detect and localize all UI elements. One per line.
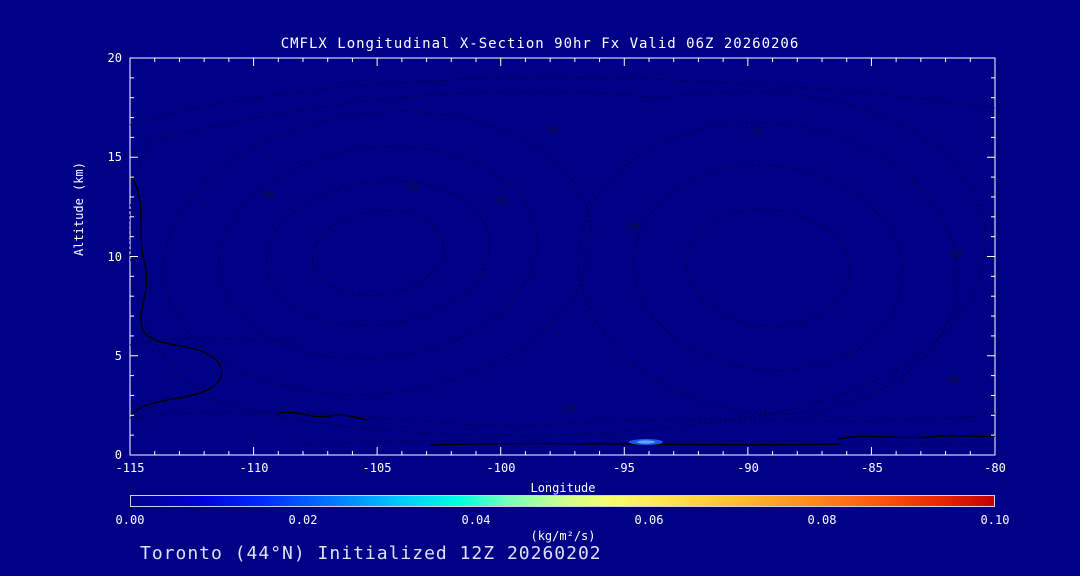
contour-label: 0	[148, 402, 155, 413]
contour-label: -10	[540, 125, 559, 136]
contour-label: -20	[489, 196, 508, 207]
dotted-contour-lines	[128, 77, 996, 446]
y-tick-label: 20	[107, 51, 122, 65]
contour-label: -30	[622, 222, 641, 233]
contour-label: -40	[400, 182, 419, 193]
contour-label: -20	[558, 404, 577, 415]
y-tick-label: 10	[107, 250, 122, 264]
solid-contour-lines	[130, 175, 996, 446]
y-tick-label: 5	[114, 349, 122, 363]
x-tick-label: -80	[984, 461, 1006, 475]
y-tick-label: 15	[107, 150, 122, 164]
x-tick-label: -105	[362, 461, 392, 475]
colorbar-tick-label: 0.10	[980, 513, 1010, 527]
x-tick-label: -85	[861, 461, 883, 475]
shaded-flux-maximum	[629, 439, 663, 445]
colorbar-tick-label: 0.02	[288, 513, 318, 527]
contour-label: -10	[744, 126, 763, 137]
contour-label: -20	[944, 249, 963, 260]
y-tick-label: 0	[114, 448, 122, 462]
contour-label: -30	[942, 375, 961, 386]
x-tick-label: -100	[486, 461, 516, 475]
colorbar-tick-label: 0.00	[115, 513, 145, 527]
contour-label: 0	[950, 432, 957, 443]
x-tick-label: -90	[737, 461, 759, 475]
x-tick-label: -95	[613, 461, 635, 475]
colorbar-units-label: (kg/m²/s)	[530, 529, 596, 543]
colorbar-tick-label: 0.08	[807, 513, 837, 527]
x-tick-label: -115	[115, 461, 145, 475]
x-tick-label: -110	[239, 461, 269, 475]
plot-frame	[129, 57, 996, 456]
colorbar-tick-label: 0.06	[634, 513, 664, 527]
contour-label: -70	[256, 191, 275, 202]
x-axis-label: Longitude	[530, 481, 596, 495]
colorbar-tick-label: 0.04	[461, 513, 491, 527]
chart-title: CMFLX Longitudinal X-Section 90hr Fx Val…	[280, 36, 800, 52]
footer-caption: Toronto (44°N) Initialized 12Z 20260202	[140, 543, 602, 564]
colorbar	[130, 495, 995, 507]
